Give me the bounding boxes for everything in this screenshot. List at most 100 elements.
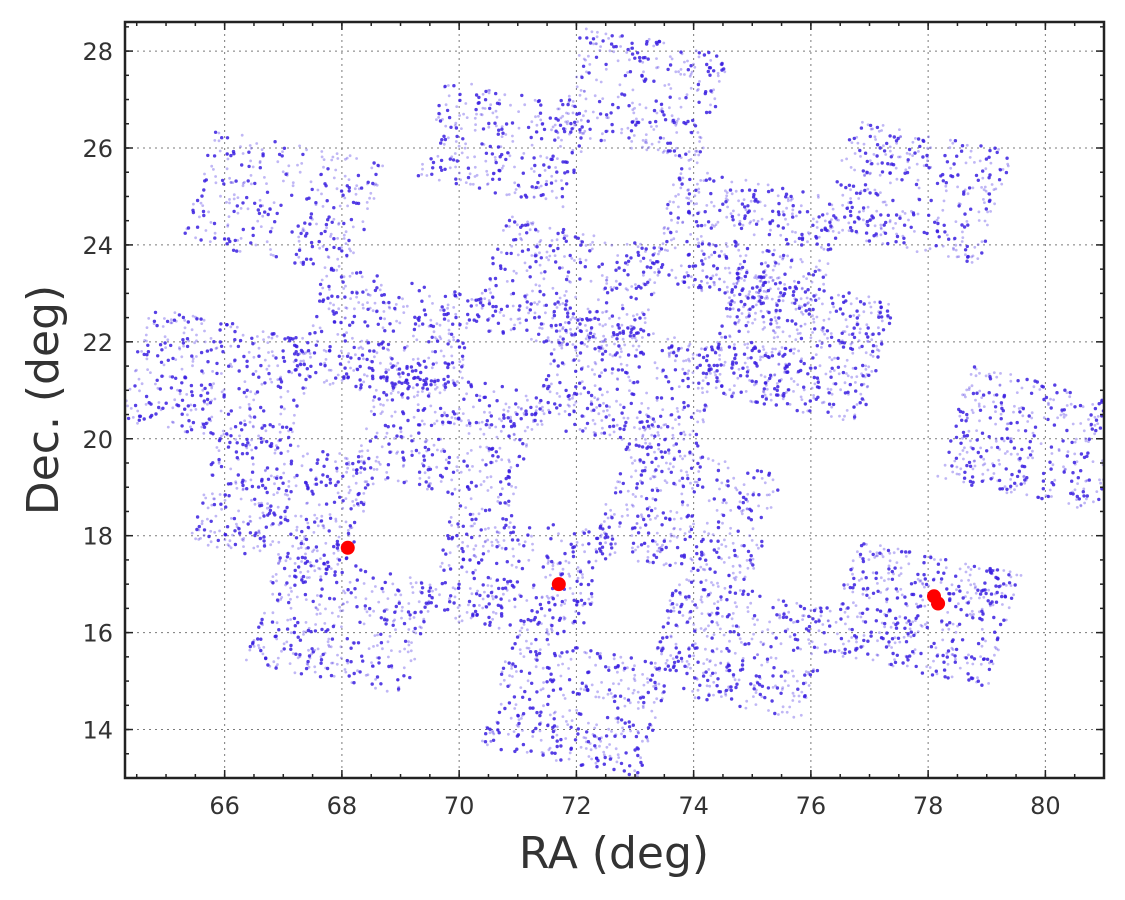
field-point — [374, 172, 378, 177]
field-point — [222, 395, 226, 399]
field-point — [480, 113, 484, 117]
field-point — [345, 462, 349, 466]
field-point — [854, 229, 858, 234]
field-point — [718, 331, 722, 336]
field-point — [365, 357, 369, 362]
field-point — [312, 531, 316, 534]
field-point — [602, 401, 605, 405]
field-point — [581, 233, 585, 236]
field-point — [593, 347, 597, 351]
field-point — [661, 242, 665, 246]
field-point — [709, 276, 713, 281]
field-point — [200, 519, 204, 523]
field-point — [565, 122, 569, 126]
field-point — [688, 167, 692, 171]
field-point — [535, 123, 539, 127]
field-point — [963, 248, 968, 252]
field-point — [271, 354, 275, 358]
field-point — [576, 120, 579, 124]
field-point — [375, 309, 379, 313]
field-point — [881, 200, 885, 204]
field-point — [379, 403, 382, 406]
field-point — [1073, 440, 1077, 444]
field-point — [836, 365, 841, 369]
field-point — [501, 164, 505, 168]
field-point — [391, 329, 396, 333]
field-point — [686, 59, 689, 63]
field-point — [941, 179, 945, 183]
field-point — [744, 178, 748, 182]
field-point — [605, 278, 608, 282]
field-point — [269, 377, 272, 381]
field-point — [954, 220, 958, 224]
field-point — [425, 387, 430, 391]
field-point — [323, 361, 327, 365]
field-point — [395, 434, 399, 438]
field-point — [518, 232, 522, 236]
field-point — [393, 437, 396, 440]
field-point — [395, 452, 398, 455]
field-point — [569, 318, 573, 321]
field-point — [431, 302, 434, 305]
field-point — [630, 46, 634, 50]
field-point — [341, 354, 345, 358]
field-point — [337, 221, 341, 225]
field-point — [757, 546, 760, 550]
field-point — [831, 402, 836, 407]
field-point — [895, 177, 899, 181]
field-point — [591, 240, 594, 244]
field-point — [462, 112, 465, 116]
field-point — [1016, 379, 1020, 383]
field-point — [563, 294, 567, 297]
field-point — [722, 280, 726, 284]
field-point — [321, 245, 325, 248]
field-point — [668, 149, 672, 153]
field-point — [442, 134, 446, 138]
field-point — [352, 504, 356, 507]
field-point — [336, 333, 340, 336]
field-point — [219, 194, 222, 198]
field-point — [625, 363, 629, 367]
field-point — [298, 144, 301, 148]
field-point — [397, 380, 401, 384]
field-point — [429, 157, 433, 161]
field-point — [1040, 496, 1044, 501]
field-point — [304, 481, 308, 485]
field-point — [298, 373, 302, 377]
field-point — [359, 471, 363, 474]
field-point — [376, 163, 380, 168]
field-point — [413, 322, 418, 326]
field-point — [569, 331, 573, 335]
field-point — [265, 240, 269, 244]
field-point — [1036, 495, 1040, 499]
field-point — [571, 396, 574, 400]
field-point — [705, 204, 709, 207]
field-point — [394, 382, 398, 386]
field-point — [357, 504, 360, 507]
field-point — [467, 318, 472, 322]
field-point — [676, 410, 680, 413]
field-point — [180, 424, 184, 428]
field-point — [175, 403, 179, 407]
field-point — [1027, 446, 1032, 450]
field-point — [498, 155, 502, 159]
field-point — [637, 55, 642, 60]
field-point — [355, 295, 358, 299]
field-point — [726, 315, 729, 318]
field-point — [586, 390, 591, 395]
field-point — [193, 341, 197, 345]
field-point — [642, 460, 646, 465]
field-point — [346, 466, 349, 470]
field-point — [266, 502, 269, 505]
field-point — [916, 178, 920, 182]
field-point — [806, 288, 810, 292]
field-point — [529, 405, 533, 410]
field-point — [248, 531, 253, 535]
field-point — [146, 350, 151, 354]
field-point — [229, 181, 233, 184]
field-point — [668, 63, 673, 67]
field-point — [724, 306, 729, 311]
field-point — [867, 239, 872, 243]
field-point — [325, 274, 329, 278]
field-point — [380, 445, 384, 449]
